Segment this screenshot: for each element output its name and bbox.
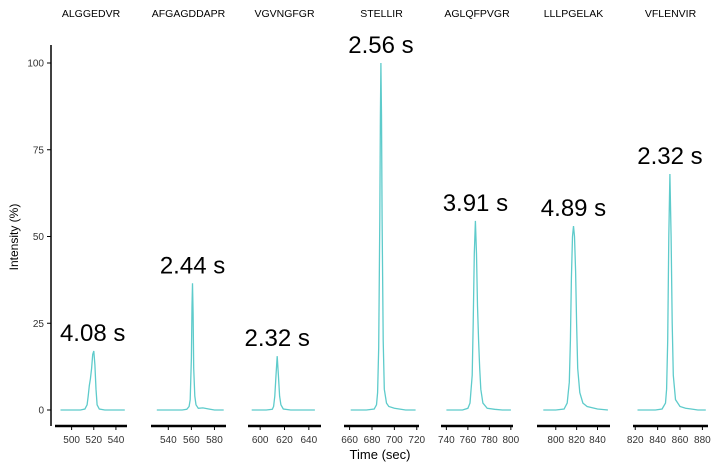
x-tick-label: 760 [460, 435, 477, 446]
x-tick-label: 700 [386, 435, 403, 446]
panel-alggedvr: ALGGEDVR 500 520 540 4.08 s [55, 8, 127, 446]
x-tick-label: 680 [364, 435, 381, 446]
peak-width-annotation: 4.89 s [541, 195, 606, 222]
peak-width-annotation: 2.44 s [160, 252, 225, 279]
y-axis: 0 25 50 75 100 [27, 45, 52, 426]
panel-afgagddapr: AFGAGDDAPR 540 560 580 2.44 s [151, 8, 226, 446]
panel-stellir: STELLIR 660 680 700 720 2.56 s [341, 8, 425, 446]
panel-vgvngfgr: VGVNGFGR 600 620 640 2.32 s [245, 8, 321, 446]
x-tick-label: 820 [568, 435, 585, 446]
x-tick-label: 880 [694, 435, 711, 446]
panel-title: VFLENVIR [645, 8, 697, 20]
panel-title: AFGAGDDAPR [152, 8, 226, 20]
peak-trace [350, 62, 416, 411]
x-tick-label: 740 [438, 435, 455, 446]
peak-trace [60, 350, 125, 411]
panel-vflenvir: VFLENVIR 820 840 860 880 2.32 s [627, 8, 711, 446]
peak-trace [543, 226, 608, 411]
x-tick-label: 560 [183, 435, 200, 446]
y-axis-label: Intensity (%) [7, 204, 21, 271]
x-tick-label: 860 [672, 435, 689, 446]
y-tick-label: 0 [38, 406, 44, 417]
peak-width-annotation: 2.56 s [348, 32, 413, 59]
y-tick-label: 25 [33, 319, 45, 330]
x-tick-label: 660 [341, 435, 358, 446]
panel-title: VGVNGFGR [254, 8, 315, 20]
x-axis-label: Time (sec) [350, 447, 411, 462]
x-tick-label: 780 [481, 435, 498, 446]
peak-width-annotation: 2.32 s [245, 325, 310, 352]
peak-trace [637, 173, 706, 411]
x-tick-label: 620 [276, 435, 293, 446]
panels: ALGGEDVR 500 520 540 4.08 s AFGAGDDAPR 540 560 5… [55, 8, 711, 446]
peak-width-annotation: 4.08 s [60, 320, 125, 347]
x-tick-label: 840 [649, 435, 666, 446]
peak-trace [251, 356, 315, 411]
y-tick-label: 50 [33, 232, 45, 243]
y-tick-label: 75 [33, 145, 45, 156]
panel-title: STELLIR [360, 8, 403, 20]
panel-lllpgelak: LLLPGELAK 800 820 840 4.89 s [537, 8, 610, 446]
peak-width-annotation: 3.91 s [443, 190, 508, 217]
x-tick-label: 800 [547, 435, 564, 446]
x-tick-label: 520 [85, 435, 102, 446]
x-tick-label: 540 [108, 435, 125, 446]
x-tick-label: 600 [252, 435, 269, 446]
x-tick-label: 500 [63, 435, 80, 446]
peak-trace [156, 283, 224, 411]
x-tick-label: 840 [589, 435, 606, 446]
x-tick-label: 640 [300, 435, 317, 446]
panel-title: ALGGEDVR [62, 8, 121, 20]
panel-title: AGLQFPVGR [444, 8, 510, 20]
panel-aglqfpvgr: AGLQFPVGR 740 760 780 800 3.91 s [438, 8, 520, 446]
y-tick-label: 100 [27, 59, 44, 70]
peak-width-annotation: 2.32 s [637, 143, 702, 170]
panel-title: LLLPGELAK [544, 8, 604, 20]
x-tick-label: 580 [206, 435, 223, 446]
x-tick-label: 720 [408, 435, 425, 446]
x-tick-label: 540 [160, 435, 177, 446]
x-tick-label: 800 [503, 435, 520, 446]
x-tick-label: 820 [627, 435, 644, 446]
peak-trace [446, 220, 511, 411]
